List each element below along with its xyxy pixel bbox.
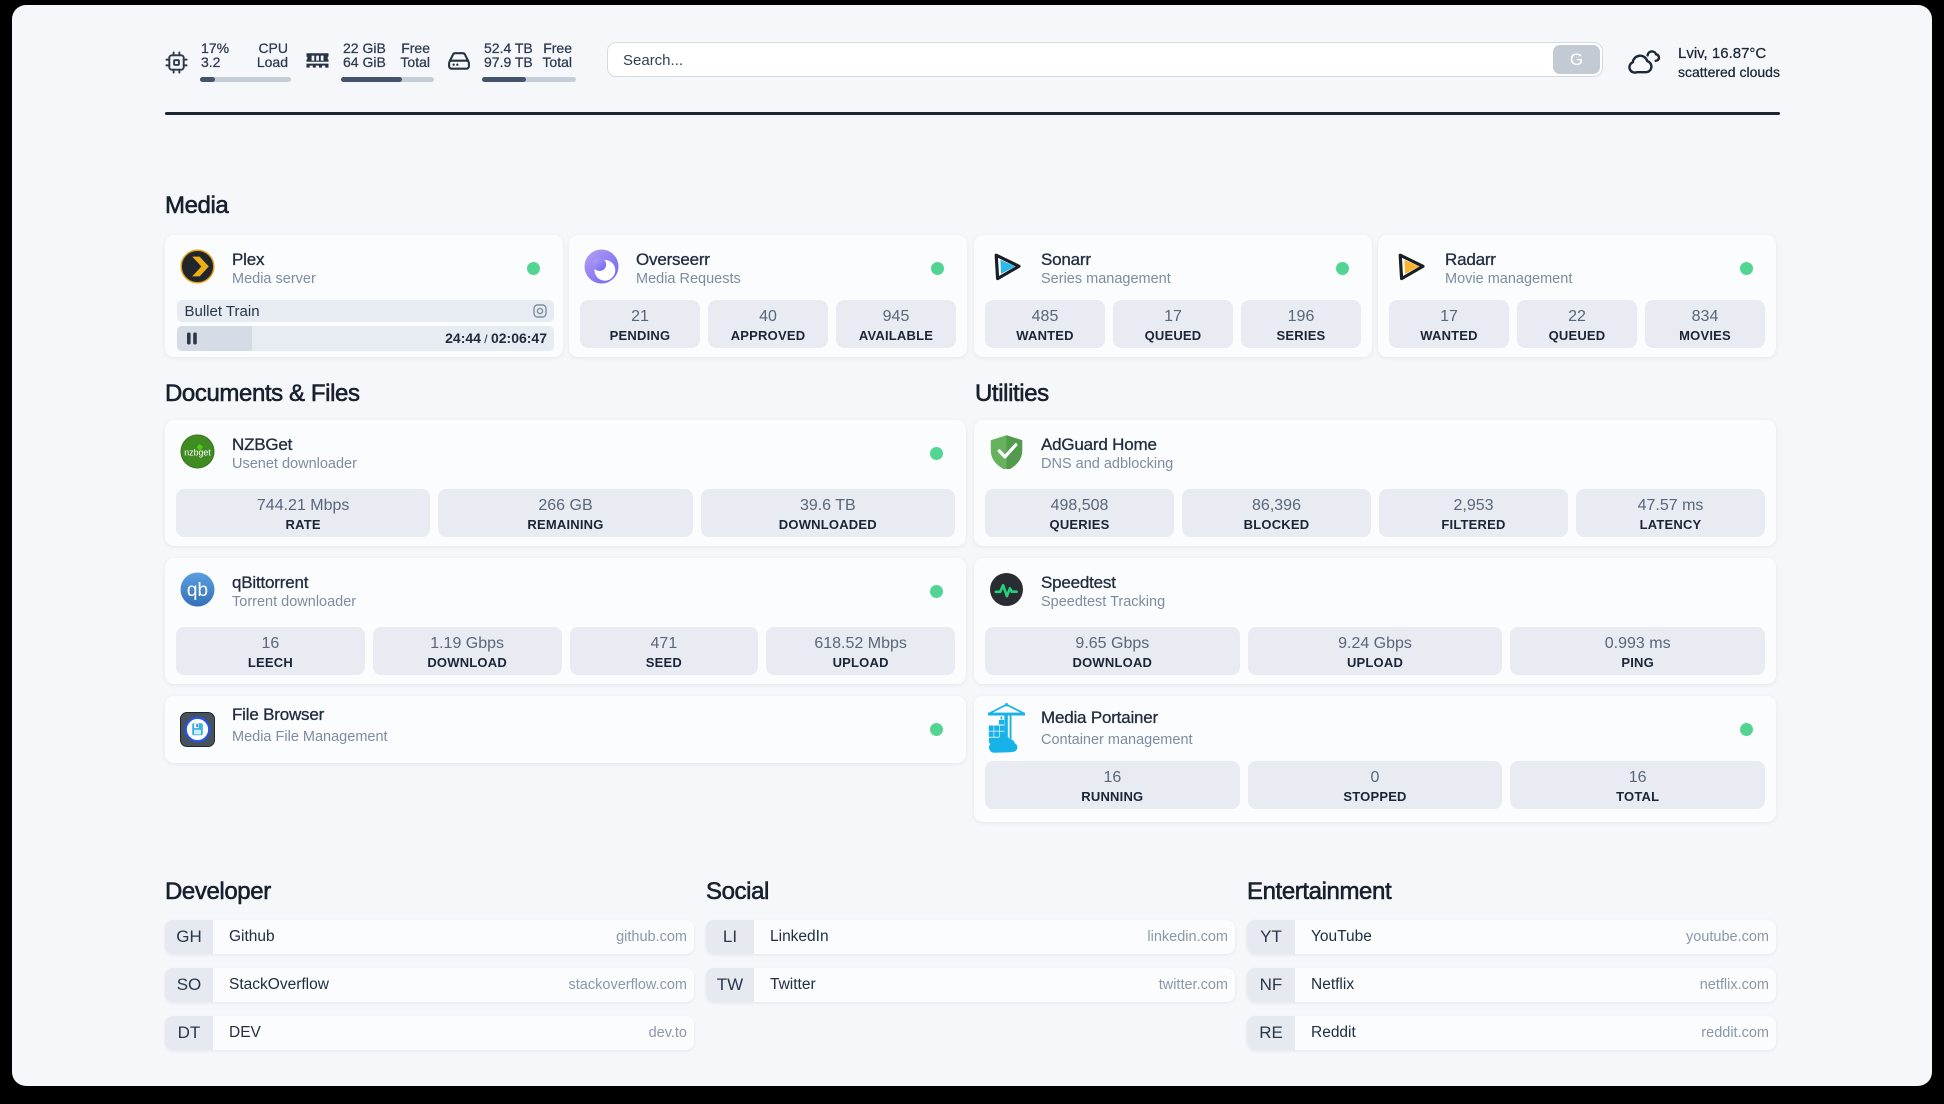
svg-text:nzbget: nzbget — [184, 448, 211, 458]
svg-text:qb: qb — [187, 580, 208, 601]
